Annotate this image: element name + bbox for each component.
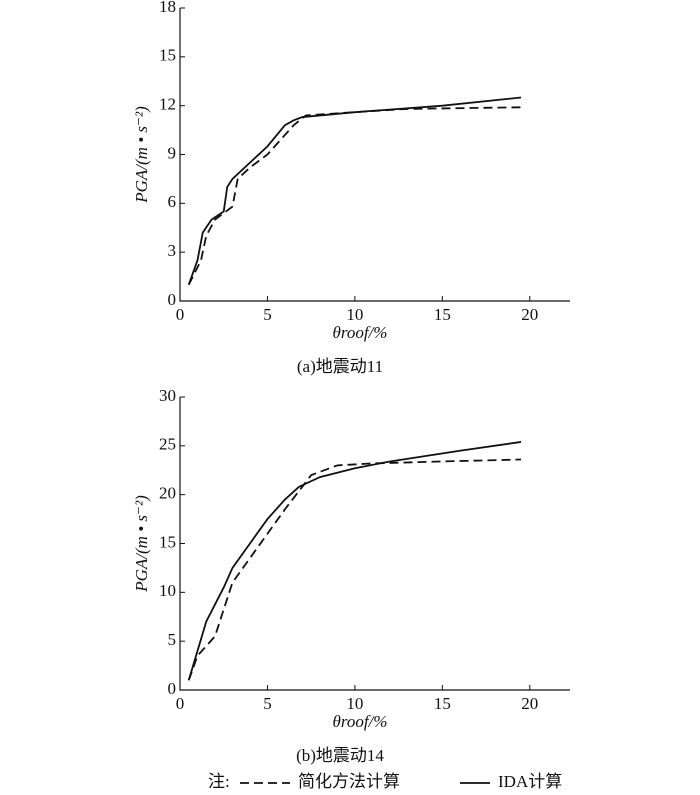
x-tick-label: 20 (521, 305, 538, 324)
series-line (187, 96, 522, 286)
x-tick-label: 5 (263, 305, 272, 324)
x-tick-label: 0 (176, 305, 185, 324)
legend-note: 注: (208, 772, 230, 791)
x-tick-label: 10 (346, 305, 363, 324)
x-tick-label: 5 (263, 694, 272, 713)
x-tick-label: 20 (521, 694, 538, 713)
legend-label: 简化方法计算 (298, 772, 400, 791)
y-tick-label: 5 (168, 630, 177, 649)
series-line (187, 106, 522, 286)
x-tick-label: 10 (346, 694, 363, 713)
y-tick-label: 9 (168, 143, 177, 162)
y-tick-label: 0 (168, 290, 177, 309)
y-axis-label: PGA/(m • s⁻²) (132, 495, 151, 593)
y-tick-label: 25 (159, 435, 176, 454)
axis (179, 8, 570, 302)
series-line (187, 458, 522, 681)
y-tick-label: 10 (159, 581, 176, 600)
legend-label: IDA计算 (498, 772, 562, 791)
x-tick-label: 15 (434, 305, 451, 324)
y-tick-label: 6 (168, 192, 177, 211)
x-tick-label: 0 (176, 694, 185, 713)
axis (179, 397, 570, 691)
y-axis-label: PGA/(m • s⁻²) (132, 106, 151, 204)
y-tick-label: 12 (159, 95, 176, 114)
y-tick-label: 30 (159, 386, 176, 405)
x-axis-label: θroof/% (333, 712, 388, 731)
series-line (187, 441, 522, 681)
x-tick-label: 15 (434, 694, 451, 713)
y-tick-label: 20 (159, 484, 176, 503)
y-tick-label: 15 (159, 46, 176, 65)
x-axis-label: θroof/% (333, 323, 388, 342)
y-tick-label: 3 (168, 241, 177, 260)
y-tick-label: 15 (159, 532, 176, 551)
y-tick-label: 18 (159, 0, 176, 16)
y-tick-label: 0 (168, 679, 177, 698)
caption: (b)地震动14 (296, 746, 384, 765)
caption: (a)地震动11 (297, 357, 383, 376)
